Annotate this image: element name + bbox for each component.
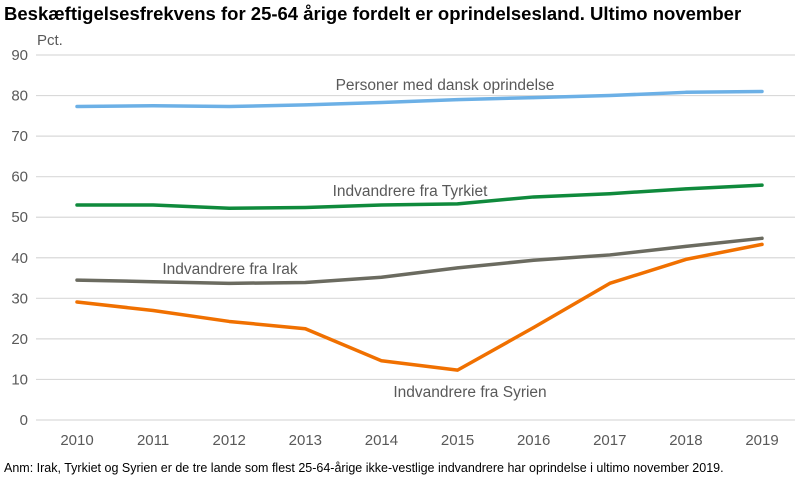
series-labels: Personer med dansk oprindelse Indvandrere… [162,77,554,401]
data-point [608,94,612,98]
x-tick-label: 2010 [60,432,93,449]
data-point [303,103,307,107]
gridlines [36,54,795,421]
data-point [227,206,231,210]
data-point [303,281,307,285]
y-tick-labels: 0 10 20 30 40 50 60 70 80 90 [11,47,28,429]
y-tick-label: 30 [11,290,28,307]
x-tick-label: 2011 [137,432,169,449]
data-point [760,90,764,93]
y-tick-label: 20 [11,331,28,348]
data-point [227,319,231,323]
x-tick-labels: 2010 2011 2012 2013 2014 2015 2016 2017 2018 2019 [60,432,778,449]
x-tick-label: 2015 [441,432,474,449]
series-label: Indvandrere fra Syrien [393,384,546,401]
data-point [608,253,612,257]
data-point [151,203,155,207]
data-point [151,104,155,108]
data-point [75,278,79,282]
y-axis-label: Pct. [37,32,63,49]
data-point [532,258,536,262]
x-tick-label: 2017 [593,432,626,449]
data-point [532,96,536,100]
x-tick-label: 2012 [213,432,246,449]
series-line-0 [75,89,764,109]
data-point [227,105,231,109]
x-tick-label: 2019 [745,432,778,449]
series-label: Personer med dansk oprindelse [336,77,555,94]
data-point [456,266,460,270]
series-line-3 [75,242,764,372]
data-point [684,90,688,94]
data-point [379,275,383,279]
data-point [379,100,383,104]
data-point [608,192,612,196]
y-tick-label: 90 [11,47,28,64]
series-label: Indvandrere fra Tyrkiet [333,183,488,200]
series-lines [75,89,764,372]
data-point [456,202,460,206]
data-point [684,257,688,261]
data-point [456,98,460,102]
x-tick-label: 2018 [669,432,702,449]
chart-title: Beskæftigelsesfrekvens for 25-64 årige f… [4,3,742,24]
y-tick-label: 80 [11,88,28,105]
data-point [75,203,79,207]
data-point [75,105,79,109]
data-point [75,300,79,304]
x-tick-label: 2016 [517,432,550,449]
data-point [608,281,612,285]
series-line-2 [75,236,764,286]
data-point [227,281,231,285]
data-point [379,359,383,363]
y-tick-label: 70 [11,128,28,145]
data-point [151,280,155,284]
data-point [379,203,383,207]
data-point [760,183,764,187]
data-point [760,242,764,246]
x-tick-label: 2014 [365,432,398,449]
data-point [684,244,688,248]
data-point [303,205,307,209]
data-point [303,327,307,331]
data-point [151,309,155,312]
series-label: Indvandrere fra Irak [162,261,298,278]
y-tick-label: 10 [11,371,28,388]
data-point [532,195,536,199]
data-point [532,326,536,330]
y-tick-label: 50 [11,209,28,226]
x-tick-label: 2013 [289,432,322,449]
footnote: Anm: Irak, Tyrkiet og Syrien er de tre l… [4,461,724,475]
y-tick-label: 60 [11,169,28,186]
y-tick-label: 40 [11,250,28,267]
data-point [684,187,688,191]
data-point [760,236,764,240]
series-line-1 [75,183,764,211]
y-tick-label: 0 [20,412,28,429]
data-point [456,368,460,372]
